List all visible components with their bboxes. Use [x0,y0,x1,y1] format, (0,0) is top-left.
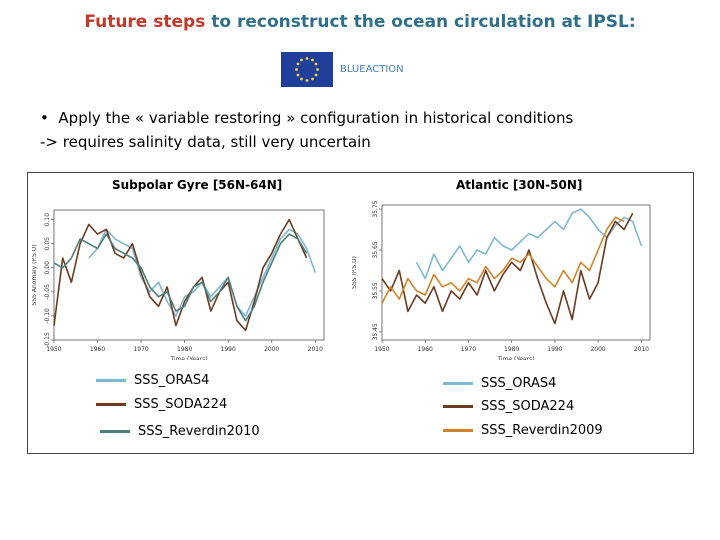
x-tick-label: 1950 [46,346,61,353]
x-tick-label: 2000 [264,346,279,353]
plot-frame [381,204,651,341]
legend-swatch-oras4 [96,378,126,382]
bullet-text-1: Apply the « variable restoring » configu… [58,109,574,127]
legend-label: SSS_Reverdin2010 [138,423,260,439]
x-axis-label: Time (Years) [169,356,207,360]
x-tick-label: 1980 [504,346,519,353]
x-tick-label: 1970 [461,346,476,353]
blueaction-label: BLUEACTION [340,64,404,75]
y-tick-label: -0.15 [44,332,51,348]
figure-box [27,172,694,454]
legend-item: SSS_Reverdin2010 [100,422,260,440]
y-tick-label: -0.05 [44,284,51,300]
y-tick-label: 35.75 [372,200,379,217]
x-tick-label: 1990 [221,346,236,353]
y-tick-label: 35.45 [372,323,379,340]
series-line-reverdin2010 [53,233,308,322]
chart-title-atlantic: Atlantic [30N-50N] [456,178,583,192]
x-tick-label: 1980 [177,346,192,353]
series-line-soda224 [53,218,308,332]
y-tick-label: 0.10 [44,213,51,227]
x-tick-label: 1960 [90,346,105,353]
legend-label: SSS_Reverdin2009 [481,422,603,438]
y-tick-label: 35.55 [372,282,379,299]
legend-item: SSS_Reverdin2009 [443,421,603,439]
chart-atlantic: 1950 1960 1970 1980 1990 2000 2010 35.75 35.65 35… [352,200,651,360]
x-tick-label: 1990 [547,346,562,353]
x-tick-label: 2010 [634,346,649,353]
y-tick-label: 0.00 [44,261,51,275]
legend-item: SSS_ORAS4 [96,371,209,389]
chart-subpolar-gyre: 1950 1960 1970 1980 1990 2000 2010 0.10 0.05 0.00… [32,209,325,360]
slide-title: Future steps to reconstruct the ocean ci… [0,12,720,32]
legend-label: SSS_ORAS4 [134,372,210,388]
legend-swatch-reverdin2009 [443,428,473,432]
legend-swatch-reverdin2010 [100,429,130,433]
legend-item: SSS_SODA224 [443,397,574,415]
legend-label: SSS_ORAS4 [481,375,557,391]
legend-label: SSS_SODA224 [134,396,228,412]
y-tick-label: 0.05 [44,237,51,251]
chart-title-subpolar: Subpolar Gyre [56N-64N] [112,178,283,192]
series-line-oras4 [415,208,643,280]
x-tick-label: 2010 [308,346,323,353]
legend-swatch-soda224 [443,404,473,408]
y-tick-label: -0.10 [44,308,51,324]
series-line-reverdin2009 [381,216,625,304]
plot-frame [53,209,325,341]
x-tick-label: 1960 [418,346,433,353]
y-axis-label: SSS Anomaly (P.S.U) [32,245,38,306]
x-tick-label: 2000 [590,346,605,353]
y-tick-label: 35.65 [372,241,379,258]
bullet-line-1: • Apply the « variable restoring » confi… [40,109,573,127]
x-tick-label: 1950 [374,346,389,353]
eu-flag-icon [281,52,333,87]
series-line-soda224 [381,212,634,325]
x-axis-label: Time (Years) [496,356,534,360]
legend-item: SSS_SODA224 [96,395,227,413]
legend-swatch-oras4 [443,381,473,385]
slide-title-highlight: Future steps [84,12,206,32]
legend-item: SSS_ORAS4 [443,374,556,392]
legend-swatch-soda224 [96,402,126,406]
x-tick-label: 1970 [133,346,148,353]
bullet-marker: • [40,109,49,127]
bullet-line-2: -> requires salinity data, still very un… [40,133,371,151]
y-axis-label: SSS (P.S.U) [352,256,358,289]
slide-title-rest: to reconstruct the ocean circulation at … [211,12,636,32]
legend-label: SSS_SODA224 [481,398,575,414]
